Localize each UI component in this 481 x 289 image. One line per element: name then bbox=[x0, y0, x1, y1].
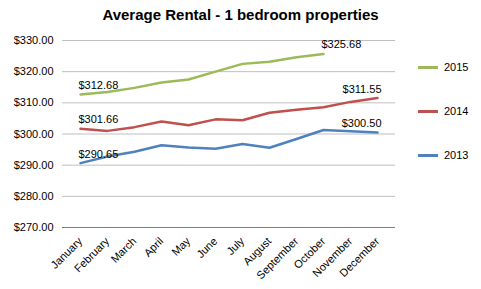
svg-text:May: May bbox=[169, 234, 193, 258]
svg-text:$301.66: $301.66 bbox=[79, 113, 119, 125]
svg-text:$312.68: $312.68 bbox=[79, 79, 119, 91]
svg-text:April: April bbox=[141, 235, 165, 259]
svg-text:March: March bbox=[108, 235, 138, 265]
svg-text:$300.50: $300.50 bbox=[342, 117, 382, 129]
svg-text:$290.00: $290.00 bbox=[14, 159, 54, 171]
html-text:2013: 2013 bbox=[444, 149, 469, 161]
svg-text:$290.65: $290.65 bbox=[79, 148, 119, 160]
svg-text:$325.68: $325.68 bbox=[322, 38, 362, 50]
svg-text:September: September bbox=[254, 235, 301, 282]
svg-text:January: January bbox=[48, 234, 85, 271]
html-text:2014: 2014 bbox=[444, 105, 469, 117]
svg-text:June: June bbox=[194, 235, 219, 260]
svg-text:$280.00: $280.00 bbox=[14, 190, 54, 202]
svg-text:$310.00: $310.00 bbox=[14, 96, 54, 108]
svg-text:$311.55: $311.55 bbox=[343, 83, 382, 95]
svg-text:August: August bbox=[240, 234, 274, 268]
html-text:Average Rental - 1 bedroom pro: Average Rental - 1 bedroom properties bbox=[102, 6, 379, 23]
svg-text:$320.00: $320.00 bbox=[14, 65, 54, 77]
svg-text:July: July bbox=[224, 234, 247, 257]
svg-text:February: February bbox=[72, 234, 112, 274]
svg-text:November: November bbox=[310, 234, 355, 280]
svg-text:$270.00: $270.00 bbox=[14, 221, 54, 233]
svg-text:$300.00: $300.00 bbox=[14, 128, 54, 140]
svg-text:October: October bbox=[291, 234, 328, 271]
html-text:2015: 2015 bbox=[444, 61, 469, 73]
svg-text:December: December bbox=[337, 235, 382, 280]
svg-text:$330.00: $330.00 bbox=[14, 34, 54, 46]
